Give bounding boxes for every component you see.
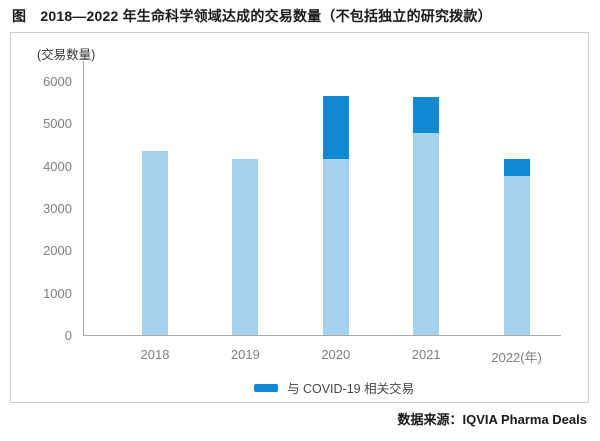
bar-2022(年)-base xyxy=(503,176,530,335)
y-tick-label: 1000 xyxy=(43,285,72,301)
chart-legend: 与 COVID-19 相关交易 xyxy=(254,378,414,397)
x-axis-label: 2021 xyxy=(411,347,441,362)
y-tick-label: 2000 xyxy=(43,243,72,259)
x-axis-label: 2022(年) xyxy=(491,350,542,365)
legend-swatch-covid xyxy=(254,383,278,392)
bar-2018-base xyxy=(142,150,168,335)
figure-title: 图 2018—2022 年生命科学领域达成的交易数量（不包括独立的研究拨款） xyxy=(12,8,492,24)
y-tick-label: 4000 xyxy=(43,158,72,174)
bar-2022(年)-covid xyxy=(503,159,530,177)
y-axis-unit-label: (交易数量) xyxy=(37,48,96,62)
x-axis-label: 2018 xyxy=(140,347,170,362)
y-tick-label: 5000 xyxy=(43,116,72,132)
bar-2020-covid xyxy=(322,95,349,160)
x-axis-line xyxy=(83,335,561,336)
legend-label-covid: 与 COVID-19 相关交易 xyxy=(287,382,415,396)
y-tick-label: 0 xyxy=(64,328,72,343)
chart-panel: (交易数量) 与 COVID-19 相关交易 0 1000 2000 3000 4000… xyxy=(10,32,589,403)
x-axis-label: 2020 xyxy=(321,347,351,362)
y-axis-line xyxy=(83,61,84,336)
bar-2021-base xyxy=(413,132,440,335)
bar-2019-base xyxy=(232,159,259,335)
y-tick-label: 6000 xyxy=(43,74,72,89)
bar-2020-base xyxy=(322,159,349,335)
y-tick-label: 3000 xyxy=(43,201,72,216)
x-axis-label: 2019 xyxy=(230,347,260,362)
data-source: 数据来源：IQVIA Pharma Deals xyxy=(397,412,587,427)
bar-2021-covid xyxy=(413,96,440,133)
